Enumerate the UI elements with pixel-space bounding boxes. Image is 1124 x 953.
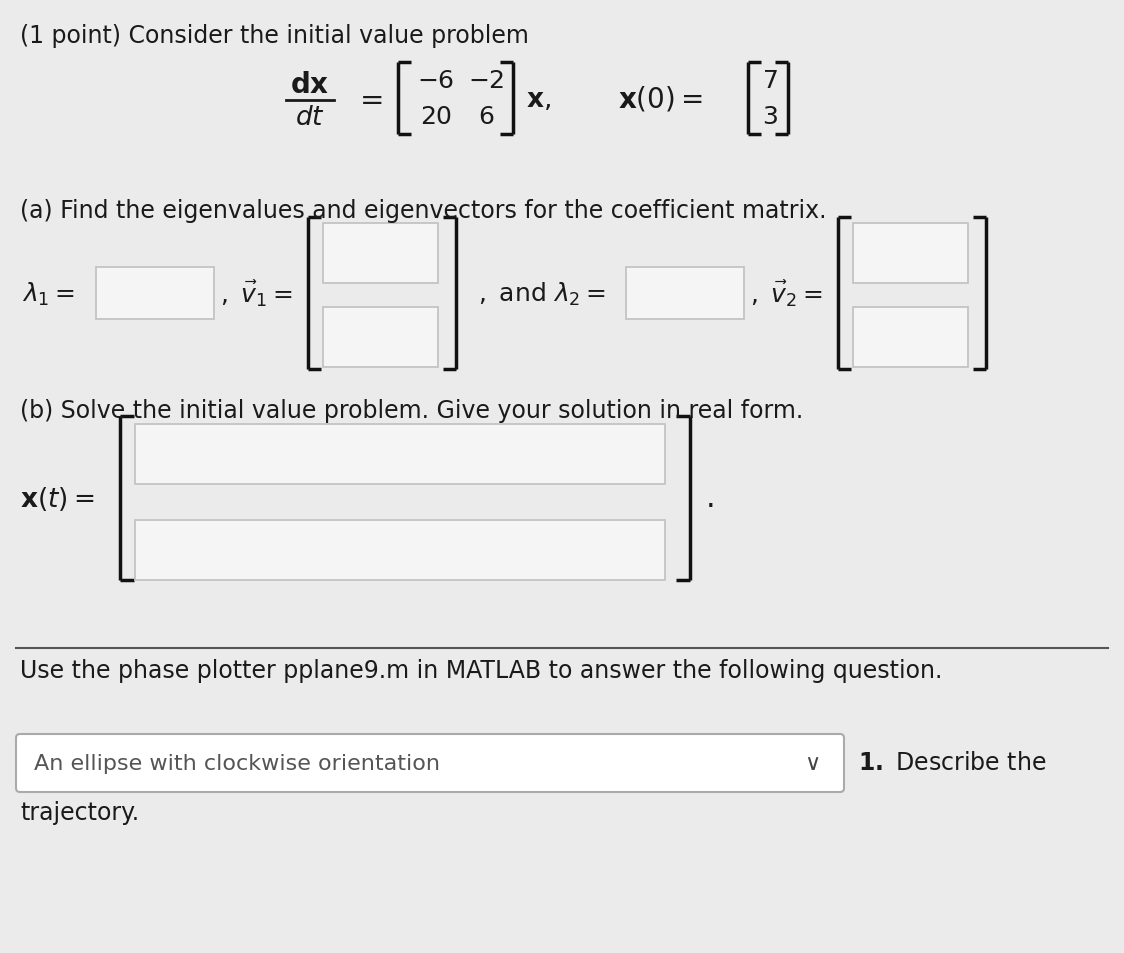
Text: $,\ \mathrm{and}\ \lambda_2 =$: $,\ \mathrm{and}\ \lambda_2 =$ <box>478 280 606 307</box>
Text: (a) Find the eigenvalues and eigenvectors for the coefficient matrix.: (a) Find the eigenvalues and eigenvector… <box>20 199 826 223</box>
Text: An ellipse with clockwise orientation: An ellipse with clockwise orientation <box>34 753 439 773</box>
Bar <box>135 520 665 580</box>
Text: $\mathbf{x}(t) =$: $\mathbf{x}(t) =$ <box>20 484 94 513</box>
Bar <box>853 224 968 284</box>
Text: $,\ \vec{v}_2 =$: $,\ \vec{v}_2 =$ <box>750 278 823 309</box>
Bar <box>323 224 438 284</box>
Text: $6$: $6$ <box>478 106 495 129</box>
Bar <box>96 268 214 319</box>
Text: $-6$: $-6$ <box>417 70 455 92</box>
Text: $-2$: $-2$ <box>468 70 505 92</box>
Text: (1 point) Consider the initial value problem: (1 point) Consider the initial value pro… <box>20 24 529 48</box>
Text: $\bf{1.}$ Describe the: $\bf{1.}$ Describe the <box>858 750 1046 774</box>
Text: trajectory.: trajectory. <box>20 801 139 824</box>
Text: $\mathbf{x}(0) =$: $\mathbf{x}(0) =$ <box>618 85 702 113</box>
FancyBboxPatch shape <box>16 734 844 792</box>
Text: Use the phase plotter pplane9.m in MATLAB to answer the following question.: Use the phase plotter pplane9.m in MATLA… <box>20 659 942 682</box>
Text: $7$: $7$ <box>762 70 778 92</box>
Bar <box>135 424 665 484</box>
Text: $\mathbf{dx}$: $\mathbf{dx}$ <box>290 71 329 99</box>
Text: $.$: $.$ <box>705 483 723 514</box>
Text: ∨: ∨ <box>804 752 821 774</box>
Bar <box>626 268 744 319</box>
Bar <box>853 308 968 368</box>
Text: $\lambda_1 =$: $\lambda_1 =$ <box>22 280 75 307</box>
Text: (b) Solve the initial value problem. Give your solution in real form.: (b) Solve the initial value problem. Giv… <box>20 398 804 422</box>
Text: $dt$: $dt$ <box>296 105 325 130</box>
Bar <box>323 308 438 368</box>
Text: $20$: $20$ <box>420 106 452 129</box>
Text: $=$: $=$ <box>354 85 383 112</box>
Text: $3$: $3$ <box>762 106 778 129</box>
Text: $\mathbf{x},$: $\mathbf{x},$ <box>526 87 551 112</box>
Text: $,\ \vec{v}_1 =$: $,\ \vec{v}_1 =$ <box>220 278 293 309</box>
